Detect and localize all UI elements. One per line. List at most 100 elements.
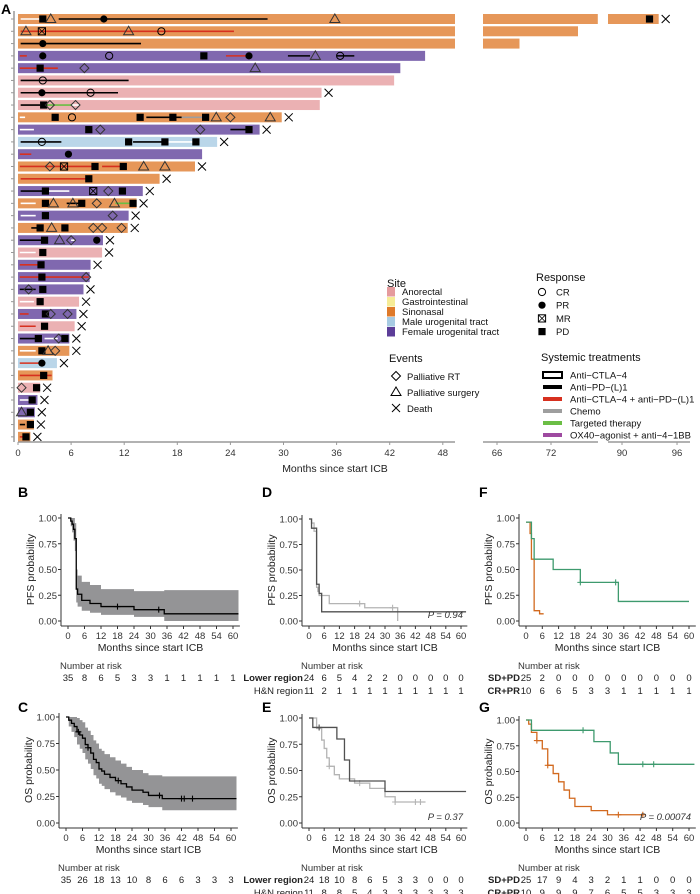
patient-row	[11, 87, 333, 98]
censor-mark	[412, 799, 419, 805]
patient-row	[11, 394, 49, 405]
y-tick-label: 0.00	[280, 617, 299, 628]
pd-marker	[51, 113, 59, 121]
treatment-swatch	[543, 385, 562, 389]
x-tick-label: 48	[438, 448, 449, 459]
site-label: Male urogenital tract	[402, 317, 488, 328]
death-marker	[391, 403, 401, 413]
y-tick-label: 1.00	[497, 514, 516, 525]
response-label: PR	[556, 301, 569, 312]
site-legend	[387, 287, 563, 437]
x-tick-label: 54	[211, 631, 222, 642]
survival-curve-cr-pr	[526, 521, 689, 603]
pd-marker	[26, 408, 34, 416]
x-tick-label: 42	[176, 833, 187, 844]
risk-count: 0	[413, 673, 418, 684]
risk-table-title: Number at risk	[301, 863, 363, 874]
treatment-swatch	[543, 421, 562, 425]
censor-mark	[544, 762, 551, 769]
mr-marker	[59, 162, 69, 171]
death-marker	[36, 420, 46, 429]
death-marker	[37, 407, 47, 417]
mr-marker	[89, 186, 98, 196]
pd-marker	[39, 285, 47, 293]
y-tick-label: 0.00	[280, 819, 299, 830]
x-tick-label: 42	[384, 448, 395, 459]
mr-cross	[89, 187, 98, 195]
palliative-surgery-marker	[328, 13, 341, 23]
risk-count: 9	[556, 888, 561, 894]
risk-count: 6	[367, 875, 372, 886]
censor-mark	[356, 600, 363, 607]
censor-mark	[650, 761, 657, 768]
pr-marker	[245, 52, 253, 60]
site-swatch	[387, 297, 395, 307]
death-marker	[284, 112, 294, 122]
risk-count: 5	[337, 673, 342, 684]
pd-marker	[36, 224, 44, 232]
treatment-label: Chemo	[570, 407, 601, 418]
y-tick-label: 0.75	[280, 540, 299, 551]
palliative-rt-marker	[96, 222, 108, 234]
survival-bar	[18, 235, 103, 246]
palliative-rt-marker	[44, 99, 56, 111]
risk-count: 0	[428, 673, 433, 684]
palliative-rt-marker	[65, 235, 77, 246]
risk-count: 1	[337, 686, 342, 697]
death-marker	[661, 14, 671, 24]
pr-marker	[538, 301, 546, 309]
pd-marker	[41, 199, 50, 207]
risk-count: 6	[605, 888, 610, 894]
x-tick-label: 30	[380, 833, 391, 844]
palliative-surgery-marker	[44, 13, 57, 23]
pr-marker	[100, 15, 108, 23]
risk-count: 0	[398, 673, 403, 684]
patient-row	[11, 296, 91, 307]
risk-count: 5	[382, 875, 387, 886]
x-tick-label: 18	[110, 833, 121, 844]
y-tick-label: 0.25	[280, 591, 299, 602]
pd-marker	[91, 162, 99, 171]
death-marker	[262, 125, 271, 134]
risk-table-title: Number at risk	[518, 863, 580, 874]
risk-count: 3	[398, 888, 403, 894]
risk-count: 18	[319, 875, 330, 886]
x-tick-label: 12	[553, 631, 564, 642]
cr-marker	[38, 76, 47, 85]
risk-count: 1	[164, 673, 169, 684]
survival-bar	[18, 63, 401, 74]
censor-mark	[114, 603, 121, 610]
death-marker	[40, 395, 49, 405]
treatment-label: Anti−CTLA−4	[570, 371, 627, 382]
pd-marker	[32, 384, 41, 392]
censor-mark	[189, 795, 196, 802]
risk-row-label: CR+PR	[488, 888, 521, 894]
palliative-surgery-marker	[122, 25, 135, 36]
y-tick-label: 0.25	[39, 591, 58, 602]
patient-row	[11, 247, 114, 258]
palliative-rt-marker	[88, 222, 99, 234]
km-panel-b	[58, 514, 240, 629]
pd-marker	[136, 113, 144, 121]
patient-row	[11, 321, 86, 332]
patient-row	[11, 38, 520, 49]
risk-count: 10	[521, 686, 532, 697]
risk-count: 26	[77, 875, 88, 886]
x-tick-label: 42	[635, 833, 646, 844]
x-tick-label: 12	[119, 448, 130, 459]
pd-marker	[538, 328, 546, 336]
risk-count: 1	[428, 686, 433, 697]
p-value: P = 0.94	[428, 610, 463, 621]
x-tick-label: 36	[162, 631, 173, 642]
x-tick-label: 6	[80, 833, 85, 844]
palliative-surgery-marker	[108, 197, 121, 208]
palliative-surgery-marker	[20, 25, 32, 36]
event-label: Palliative RT	[407, 372, 460, 383]
y-tick-label: 0.75	[280, 740, 299, 751]
risk-table-title: Number at risk	[58, 863, 120, 874]
x-tick-label: 24	[365, 833, 376, 844]
site-label: Female urogenital tract	[402, 327, 500, 338]
y-tick-label: 0.00	[39, 617, 58, 628]
risk-count: 8	[322, 888, 327, 894]
risk-count: 10	[334, 875, 345, 886]
